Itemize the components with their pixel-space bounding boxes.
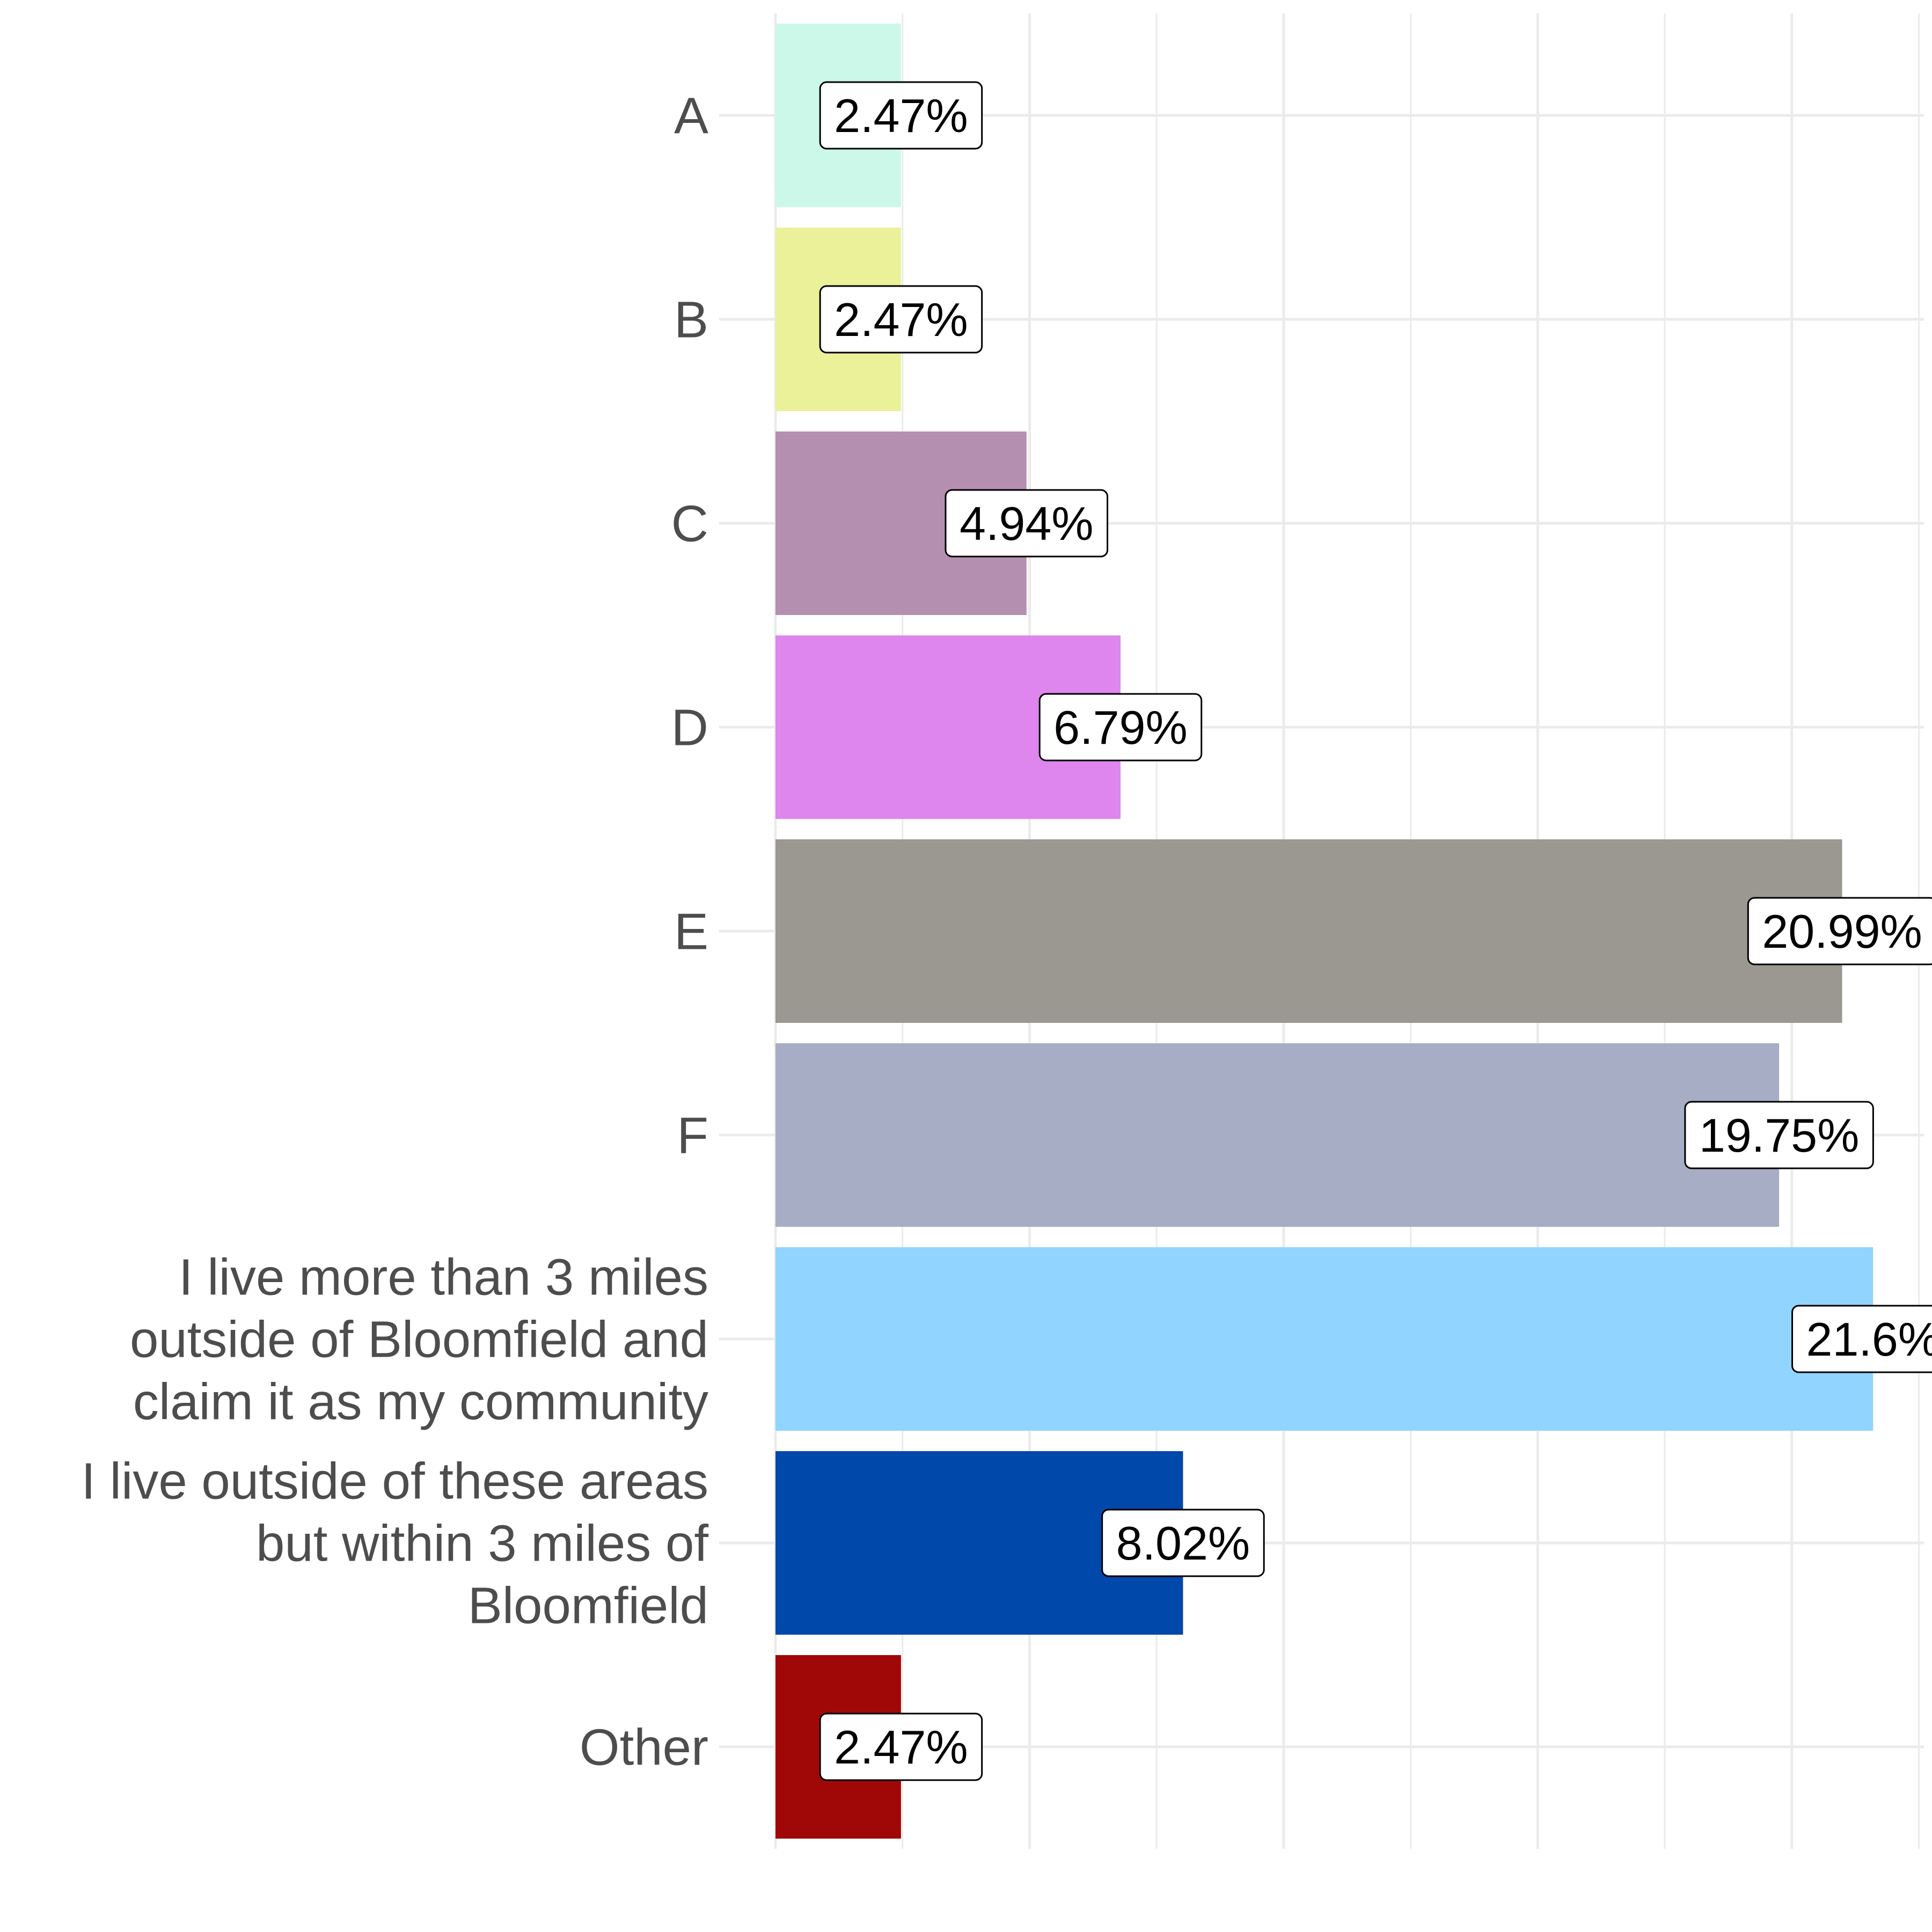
data-label-text: 4.94%	[960, 497, 1094, 550]
category-label: D	[671, 699, 708, 757]
category-label-line: but within 3 miles of	[256, 1515, 708, 1572]
data-label: 20.99%	[1747, 897, 1932, 965]
category-label-line: Other	[580, 1719, 708, 1776]
data-label-box	[819, 1713, 983, 1781]
category-label: B	[674, 291, 708, 349]
data-label: 2.47%	[819, 285, 983, 354]
category-label: I live more than 3 miles outside of Bloom…	[130, 1249, 708, 1431]
data-label-text: 2.47%	[834, 89, 968, 142]
data-label-box	[1101, 1509, 1265, 1577]
data-label-box	[819, 285, 983, 354]
bar	[775, 1247, 1874, 1431]
data-label-box	[1791, 1305, 1932, 1373]
data-label: 21.6%	[1791, 1305, 1932, 1373]
data-label: 8.02%	[1101, 1509, 1265, 1577]
category-label: A	[674, 87, 708, 145]
category-label: E	[674, 903, 708, 961]
data-label: 2.47%	[819, 81, 983, 150]
data-label-box	[819, 81, 983, 150]
data-label-box	[1747, 897, 1932, 965]
category-label-line: F	[677, 1107, 708, 1165]
data-label-text: 21.6%	[1806, 1313, 1932, 1366]
data-label: 2.47%	[819, 1713, 983, 1781]
data-label-box	[945, 489, 1109, 558]
data-label-text: 2.47%	[834, 1721, 968, 1774]
category-label-line: I live outside of these areas	[81, 1453, 708, 1510]
category-label: Other	[580, 1719, 708, 1776]
bar	[775, 1043, 1780, 1227]
value-labels: 2.47% 2.47% 4.94% 6.79% 20.99% 19.75% 21.6% 8.0…	[819, 81, 1932, 1781]
data-label: 19.75%	[1684, 1101, 1874, 1169]
category-label-line: I live more than 3 miles	[179, 1249, 708, 1306]
data-label-text: 2.47%	[834, 293, 968, 346]
category-label-line: B	[674, 291, 708, 349]
data-label-text: 20.99%	[1762, 905, 1922, 958]
data-label: 4.94%	[945, 489, 1109, 558]
category-labels: A B C D E F I live more than 3 miles outside of…	[81, 87, 708, 1776]
data-label-box	[1684, 1101, 1874, 1169]
category-label-line: A	[674, 87, 708, 145]
category-label-line: Bloomfield	[468, 1577, 708, 1635]
category-label-line: claim it as my community	[133, 1373, 708, 1431]
category-label: C	[671, 495, 708, 553]
category-label: F	[677, 1107, 708, 1165]
category-label-line: outside of Bloomfield and	[130, 1311, 708, 1368]
data-label-text: 6.79%	[1053, 701, 1188, 754]
category-label-line: D	[671, 699, 708, 757]
bar	[775, 839, 1842, 1023]
data-label-box	[1038, 693, 1203, 762]
category-label-line: E	[674, 903, 708, 961]
category-label: I live outside of these areas but within …	[81, 1453, 708, 1635]
data-label-text: 19.75%	[1699, 1109, 1859, 1162]
data-label-text: 8.02%	[1116, 1517, 1250, 1570]
category-label-line: C	[671, 495, 708, 553]
data-label: 6.79%	[1038, 693, 1203, 762]
